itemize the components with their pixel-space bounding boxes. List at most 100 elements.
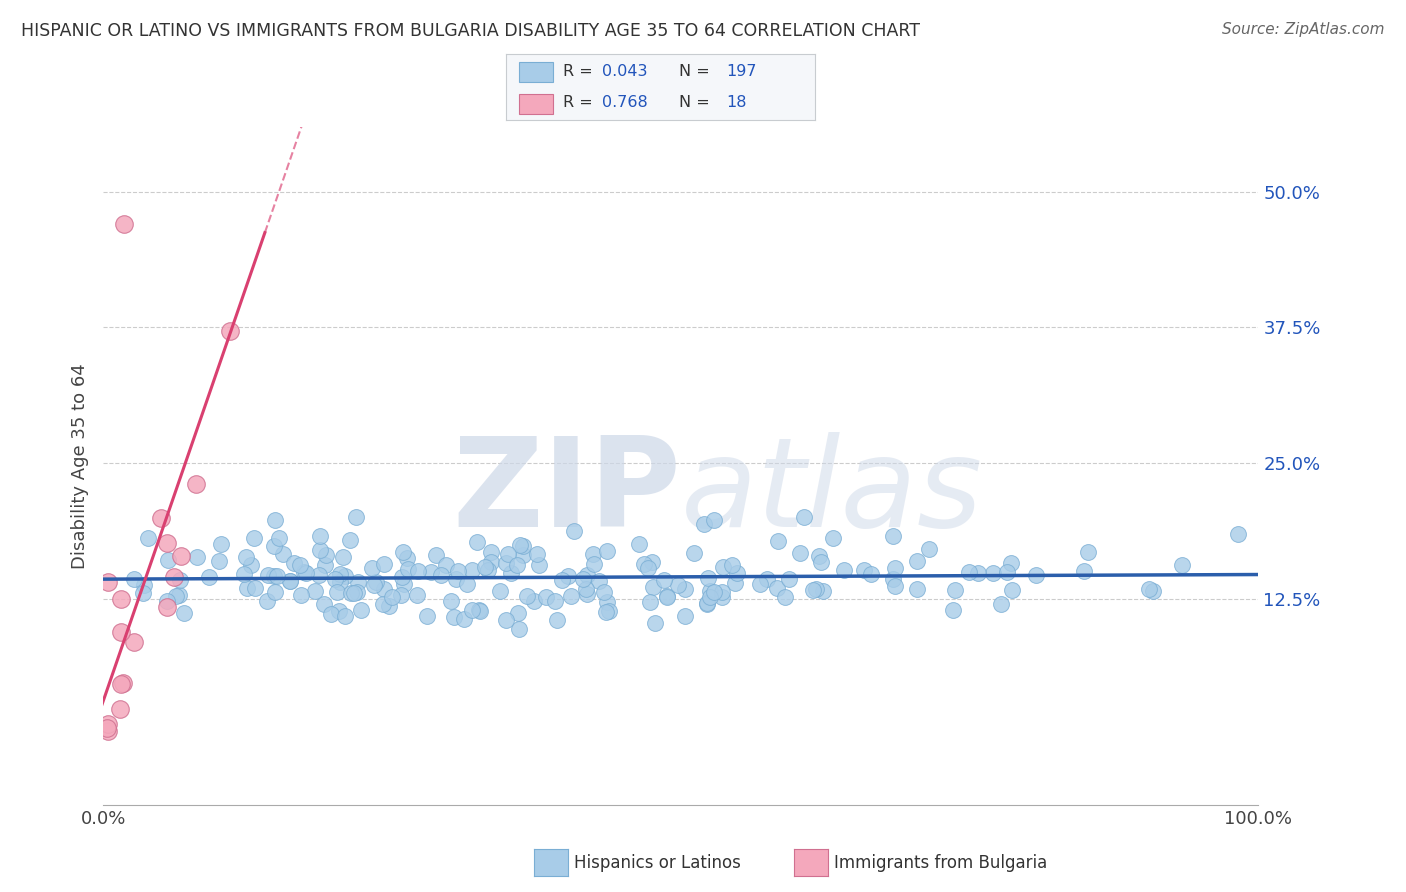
Point: [474, 560, 496, 574]
Point: [905, 554, 928, 568]
Point: [884, 579, 907, 593]
Point: [430, 568, 453, 582]
Point: [637, 560, 659, 574]
Point: [1171, 558, 1194, 572]
Point: [778, 572, 800, 586]
Point: [292, 565, 315, 579]
Point: [329, 574, 352, 589]
Point: [682, 546, 704, 560]
Point: [408, 564, 430, 578]
Text: N =: N =: [679, 95, 716, 110]
Point: [416, 608, 439, 623]
Point: [156, 600, 179, 615]
Point: [343, 586, 366, 600]
Point: [593, 585, 616, 599]
Text: R =: R =: [564, 95, 599, 110]
Point: [882, 529, 904, 543]
FancyBboxPatch shape: [519, 62, 553, 82]
Point: [295, 566, 318, 581]
Point: [509, 538, 531, 552]
Point: [335, 569, 357, 583]
Point: [391, 570, 413, 584]
Point: [526, 547, 548, 561]
Point: [990, 597, 1012, 611]
Point: [627, 537, 650, 551]
Point: [97, 717, 120, 731]
Point: [346, 585, 368, 599]
Text: atlas: atlas: [681, 433, 983, 553]
Point: [575, 582, 598, 596]
Point: [543, 594, 565, 608]
Point: [644, 615, 666, 630]
Text: 0.043: 0.043: [602, 64, 648, 79]
Point: [470, 604, 492, 618]
Point: [444, 572, 467, 586]
Point: [793, 510, 815, 524]
Point: [546, 613, 568, 627]
Point: [350, 603, 373, 617]
Point: [167, 588, 190, 602]
Point: [332, 549, 354, 564]
Point: [278, 574, 301, 588]
Point: [765, 581, 787, 595]
Point: [263, 585, 285, 599]
Point: [1137, 582, 1160, 597]
Point: [884, 560, 907, 574]
Point: [309, 543, 332, 558]
Point: [860, 567, 883, 582]
Point: [278, 574, 301, 588]
Text: N =: N =: [679, 64, 716, 79]
Point: [405, 588, 427, 602]
Point: [479, 555, 502, 569]
Point: [576, 587, 599, 601]
Point: [696, 598, 718, 612]
Point: [110, 592, 132, 607]
Point: [314, 558, 336, 573]
Point: [290, 558, 312, 573]
Point: [440, 594, 463, 608]
Point: [506, 606, 529, 620]
Point: [596, 594, 619, 608]
Point: [643, 581, 665, 595]
Point: [150, 511, 173, 525]
Point: [512, 548, 534, 562]
Point: [136, 531, 159, 545]
Point: [173, 606, 195, 620]
Point: [184, 477, 207, 491]
Point: [96, 721, 118, 735]
Point: [339, 533, 361, 547]
Point: [699, 584, 721, 599]
Point: [724, 575, 747, 590]
Point: [725, 566, 748, 581]
Text: Immigrants from Bulgaria: Immigrants from Bulgaria: [834, 854, 1047, 871]
Point: [756, 572, 779, 586]
Point: [396, 550, 419, 565]
Point: [696, 595, 718, 609]
Point: [576, 567, 599, 582]
Point: [319, 607, 342, 621]
Point: [557, 569, 579, 583]
Point: [523, 594, 546, 608]
Point: [710, 585, 733, 599]
Point: [981, 566, 1004, 581]
Point: [283, 557, 305, 571]
Point: [598, 604, 620, 618]
Point: [170, 549, 193, 563]
Point: [271, 547, 294, 561]
Point: [243, 581, 266, 595]
Point: [364, 574, 387, 589]
Point: [1025, 568, 1047, 582]
Point: [290, 589, 312, 603]
Point: [461, 563, 484, 577]
Point: [1073, 564, 1095, 578]
Point: [967, 566, 990, 580]
Point: [447, 564, 470, 578]
Point: [572, 573, 595, 587]
Point: [773, 591, 796, 605]
Point: [807, 549, 830, 563]
Text: HISPANIC OR LATINO VS IMMIGRANTS FROM BULGARIA DISABILITY AGE 35 TO 64 CORRELATI: HISPANIC OR LATINO VS IMMIGRANTS FROM BU…: [21, 22, 920, 40]
Point: [363, 578, 385, 592]
Text: 0.768: 0.768: [602, 95, 648, 110]
Point: [218, 325, 240, 339]
Point: [344, 510, 367, 524]
